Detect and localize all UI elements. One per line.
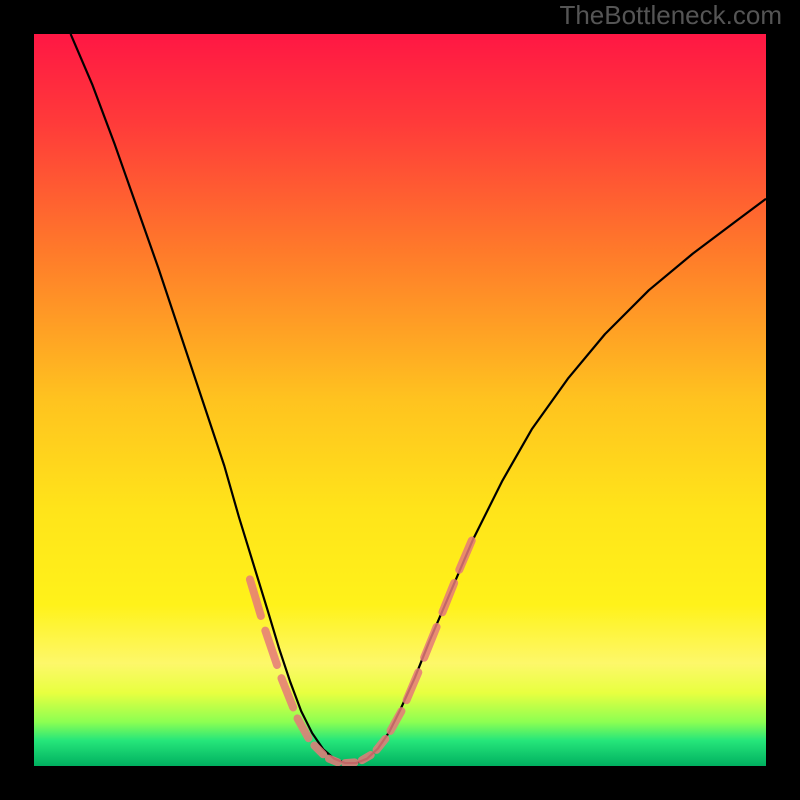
overlay-segment	[329, 759, 338, 763]
overlay-segment	[345, 762, 355, 763]
plot-area	[34, 34, 766, 766]
chart-frame: TheBottleneck.com	[0, 0, 800, 800]
overlay-segment	[362, 755, 371, 760]
plot-svg	[34, 34, 766, 766]
watermark-text: TheBottleneck.com	[559, 0, 782, 31]
plot-background	[34, 34, 766, 766]
